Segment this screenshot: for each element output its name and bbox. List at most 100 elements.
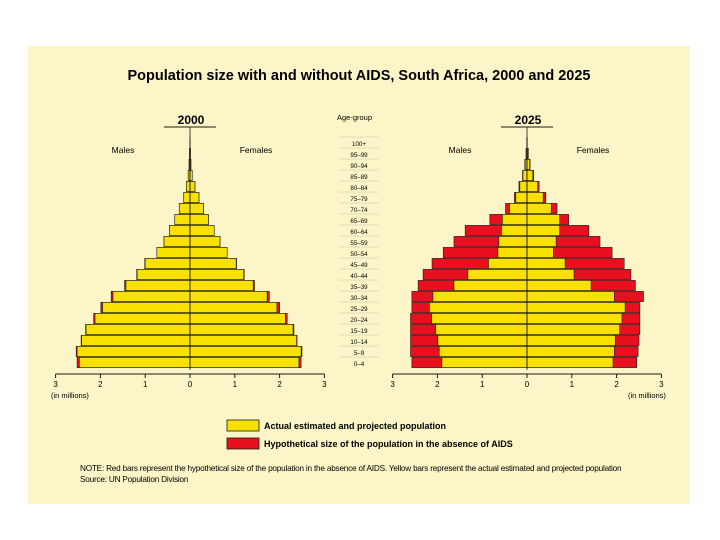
bar-male-actual-2025-85–89 — [522, 170, 528, 181]
bar-female-actual-2000-55–59 — [189, 236, 221, 247]
bar-female-actual-2000-40–44 — [189, 269, 245, 280]
age-label-80–84: 80–84 — [350, 185, 368, 192]
age-label-100+: 100+ — [352, 141, 366, 148]
bar-female-actual-2000-5–9 — [189, 346, 302, 357]
bar-female-actual-2000-35–39 — [189, 280, 254, 291]
note-text: NOTE: Red bars represent the hypothetica… — [80, 464, 622, 473]
x-tick-label-2000-1: 2 — [98, 380, 103, 389]
bar-male-actual-2000-35–39 — [125, 280, 191, 291]
bar-male-actual-2025-65–69 — [502, 214, 528, 225]
bar-male-actual-2000-60–64 — [169, 225, 191, 236]
age-label-90–94: 90–94 — [350, 163, 368, 170]
bar-female-actual-2025-70–74 — [526, 203, 552, 214]
age-label-55–59: 55–59 — [350, 240, 368, 247]
chart-notes: NOTE: Red bars represent the hypothetica… — [80, 463, 700, 485]
bar-male-actual-2025-70–74 — [509, 203, 528, 214]
x-tick-label-2025-1: 2 — [435, 380, 440, 389]
bar-female-actual-2025-55–59 — [526, 236, 557, 247]
age-label-35–39: 35–39 — [350, 284, 368, 291]
source-text: Source: UN Population Division — [80, 475, 189, 484]
bar-female-actual-2025-85–89 — [526, 170, 534, 181]
bar-female-actual-2025-5–9 — [526, 346, 615, 357]
bar-female-actual-2025-90–94 — [526, 159, 530, 170]
bar-female-actual-2025-65–69 — [526, 214, 561, 225]
bar-female-actual-2000-45–49 — [189, 258, 237, 269]
bar-male-actual-2000-10–14 — [81, 335, 191, 346]
bar-male-actual-2000-5–9 — [76, 346, 191, 357]
x-tick-label-2000-4: 1 — [233, 380, 238, 389]
legend-label-no-aids: Hypothetical size of the population in t… — [264, 439, 513, 449]
bar-male-actual-2000-50–54 — [156, 247, 191, 258]
bar-male-actual-2000-15–19 — [85, 324, 191, 335]
bar-male-actual-2000-45–49 — [144, 258, 191, 269]
x-tick-label-2025-4: 1 — [570, 380, 575, 389]
bar-female-actual-2000-20–24 — [189, 313, 286, 324]
bar-female-actual-2000-75–79 — [189, 192, 200, 203]
x-tick-label-2000-2: 1 — [143, 380, 148, 389]
x-tick-label-2000-3: 0 — [188, 380, 193, 389]
age-label-20–24: 20–24 — [350, 317, 368, 324]
unit-label-right: (in millions) — [628, 391, 666, 400]
males-label-2000: Males — [112, 145, 135, 155]
bar-female-actual-2025-60–64 — [526, 225, 561, 236]
age-label-65–69: 65–69 — [350, 218, 368, 225]
legend-swatch-no-aids — [226, 437, 260, 450]
x-tick-label-2025-3: 0 — [525, 380, 530, 389]
bar-male-actual-2000-25–29 — [102, 302, 191, 313]
bar-male-actual-2000-55–59 — [163, 236, 191, 247]
bar-male-actual-2025-50–54 — [497, 247, 528, 258]
age-label-95–99: 95–99 — [350, 152, 368, 159]
legend-swatch-actual — [226, 419, 260, 432]
unit-label-left: (in millions) — [51, 391, 89, 400]
bar-female-actual-2000-65–69 — [189, 214, 209, 225]
age-group-header: Age-group — [337, 113, 372, 122]
bar-female-actual-2000-0–4 — [189, 357, 300, 368]
age-label-50–54: 50–54 — [350, 251, 368, 258]
bar-male-actual-2025-55–59 — [498, 236, 528, 247]
bar-male-actual-2000-70–74 — [178, 203, 191, 214]
bar-male-actual-2025-15–19 — [435, 324, 528, 335]
age-label-85–89: 85–89 — [350, 174, 368, 181]
bar-female-actual-2000-10–14 — [189, 335, 297, 346]
x-tick-label-2025-0: 3 — [390, 380, 395, 389]
bar-female-actual-2000-60–64 — [189, 225, 215, 236]
x-tick-label-2025-2: 1 — [480, 380, 485, 389]
bar-male-actual-2025-40–44 — [467, 269, 528, 280]
age-label-15–19: 15–19 — [350, 328, 368, 335]
bar-female-actual-2025-15–19 — [526, 324, 621, 335]
males-label-2025: Males — [449, 145, 472, 155]
bar-male-actual-2025-45–49 — [488, 258, 528, 269]
age-label-5–9: 5–9 — [354, 350, 365, 357]
bar-female-actual-2025-40–44 — [526, 269, 575, 280]
bar-male-actual-2025-0–4 — [441, 357, 528, 368]
bar-male-actual-2000-65–69 — [174, 214, 191, 225]
x-tick-label-2000-5: 2 — [277, 380, 282, 389]
bar-female-actual-2025-75–79 — [526, 192, 544, 203]
bar-female-actual-2000-80–84 — [189, 181, 196, 192]
age-label-0–4: 0–4 — [354, 361, 365, 368]
bar-male-actual-2025-25–29 — [429, 302, 528, 313]
age-label-40–44: 40–44 — [350, 273, 368, 280]
x-tick-label-2000-6: 3 — [322, 380, 327, 389]
chart-title: Population size with and without AIDS, S… — [128, 68, 591, 84]
bar-female-actual-2025-20–24 — [526, 313, 623, 324]
bar-female-actual-2025-30–34 — [526, 291, 615, 302]
bar-male-actual-2025-5–9 — [438, 346, 528, 357]
bar-female-actual-2025-50–54 — [526, 247, 554, 258]
year-label-2000: 2000 — [178, 113, 205, 127]
bar-male-actual-2000-40–44 — [136, 269, 191, 280]
bar-female-actual-2025-0–4 — [526, 357, 614, 368]
bar-male-actual-2025-80–84 — [519, 181, 528, 192]
bar-female-actual-2000-15–19 — [189, 324, 294, 335]
bar-male-actual-2000-20–24 — [94, 313, 191, 324]
bar-female-actual-2000-30–34 — [189, 291, 268, 302]
bar-male-actual-2025-30–34 — [432, 291, 528, 302]
bar-female-actual-2025-45–49 — [526, 258, 566, 269]
bar-male-actual-2000-80–84 — [186, 181, 191, 192]
bar-female-actual-2025-80–84 — [526, 181, 539, 192]
age-label-45–49: 45–49 — [350, 262, 368, 269]
legend: Actual estimated and projected populatio… — [226, 419, 513, 450]
bar-male-actual-2000-0–4 — [79, 357, 191, 368]
bar-female-actual-2000-25–29 — [189, 302, 278, 313]
bar-male-actual-2025-10–14 — [437, 335, 528, 346]
